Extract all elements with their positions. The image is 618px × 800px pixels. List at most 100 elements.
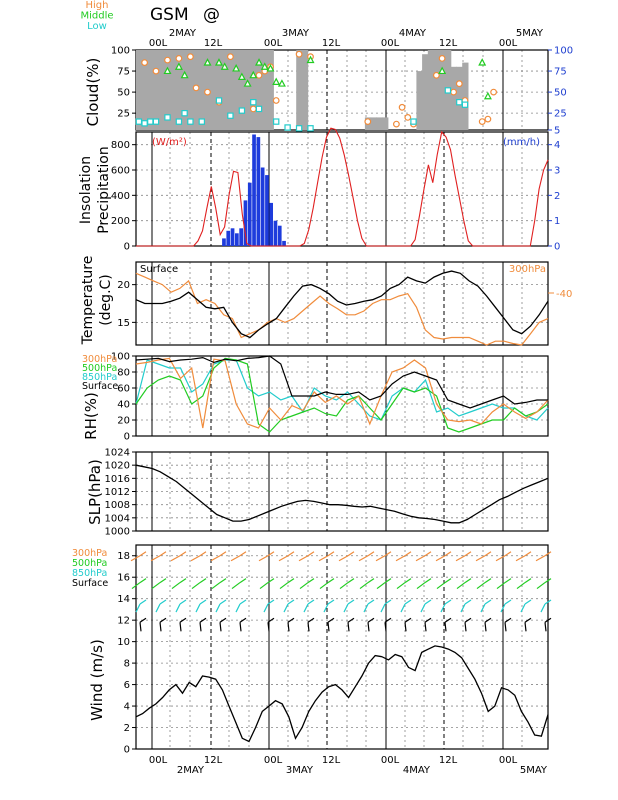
slp-ylabel: SLP(hPa) [86,459,104,525]
cloud-low-point [250,98,257,106]
cloud-high-point [295,50,303,58]
cloud-ytick-label: 75 [117,67,130,78]
wind-barb-850hpa-flag [444,599,452,605]
wind-barb-surface-flag [367,617,375,623]
wind-barb-850hpa [520,603,526,613]
insol-ytick-label: 400 [111,191,130,202]
cloud-total-bar [422,54,429,131]
wind-barb-500hpa-flag [404,578,412,584]
cloud-middle-point [249,70,258,79]
cloud-legend-middle: Middle [80,11,113,22]
temp-ytick-label: 15 [117,318,130,329]
cloud-low-point [141,120,148,127]
cloud-high-point [175,55,183,62]
wind-barb-500hpa [536,582,546,590]
cloud-total-bar [239,50,246,130]
wind-barb-850hpa [420,603,426,613]
wind-legend-item: 500hPa [72,558,107,569]
cloud-low-point [215,97,223,104]
top-date-label: 4MAY [399,28,427,39]
wind-barb-850hpa [135,603,141,613]
cloud-total-bar [416,71,423,130]
insolation-precipitation-panel: 0 200 400 600 800 0 1 2 3 4 (W/m²) (mm/h) Insolation… [78,127,560,253]
cloud-total-bar [210,50,217,130]
wind-ylabel: Wind (m/s) [88,639,106,721]
wind-barb-850hpa-flag [179,599,187,605]
wind-barb-500hpa-flag [484,578,492,584]
wind-barb-300hpa-flag [484,551,492,557]
cloud-high-point [186,53,194,61]
top-date-label: 2MAY [169,28,197,39]
wind-barb-surface-flag [287,617,295,623]
wind-barb-500hpa-flag [464,578,472,584]
wind-barb-850hpa [155,603,161,613]
slp-ytick-label: 1000 [105,527,130,538]
cloud-middle-point [272,77,281,86]
slp-ytick-label: 1012 [105,487,130,498]
precip-bar [247,182,252,246]
rh-850hpa-line [135,359,549,421]
wind-ytick-label: 4 [124,702,130,713]
wind-ytick-label: 2 [124,723,130,734]
precip-right-ytick-label: 4 [554,140,560,151]
cloud-low-point [152,118,160,125]
wind-barb-500hpa [376,582,386,590]
bottom-date-label: 3MAY [286,765,314,776]
cloud-low-point [147,118,154,125]
bottom-hour-label: 00L [381,755,400,766]
insolation-ylabel: Insolation [78,156,94,224]
wind-barb-300hpa [475,555,486,562]
model-symbol: @ [203,5,220,25]
wind-barb-300hpa-flag [367,551,375,557]
cloud-total-bar [370,117,377,130]
wind-barb-500hpa-flag [424,578,432,584]
wind-barb-500hpa-flag [267,578,275,584]
rh-surface-line [135,355,548,409]
wind-barb-850hpa-flag [524,599,532,605]
wind-barb-850hpa-flag [424,599,432,605]
wind-barb-850hpa-flag [347,599,355,605]
cloud-high-point [364,118,372,125]
cloud-high-point [192,84,200,92]
wind-barb-300hpa-flag [524,551,532,557]
wind-barb-surface-flag [544,617,552,623]
wind-barb-surface [384,622,387,632]
top-date-label: 5MAY [516,28,544,39]
rh-ytick-label: 80 [117,368,130,379]
cloud-middle-point [266,64,275,72]
wind-barb-surface [367,622,370,632]
precip-right-ytick-label: 1 [554,216,560,227]
insol-frame [135,131,549,247]
temp-legend-300hpa: 300hPa [509,264,546,275]
temp-300hpa-line [135,272,549,346]
wind-barb-surface [139,622,142,632]
wind-barb-surface-flag [219,617,227,623]
wind-barb-500hpa [476,582,486,590]
wind-barb-850hpa [235,603,241,613]
wind-barb-300hpa [170,555,181,562]
precip-bar [260,167,265,246]
bottom-hour-label: 00L [264,755,283,766]
insol-ytick-label: 200 [111,216,130,227]
wind-barb-500hpa-flag [327,578,335,584]
slp-ytick-label: 1016 [105,474,130,485]
temp-ytick-label: 20 [117,280,130,291]
insolation-unit: (W/m²) [152,137,187,148]
wind-frame [135,544,549,750]
rh-500hpa-line [135,357,549,433]
wind-barb-300hpa-flag [424,551,432,557]
wind-barb-300hpa [338,555,349,562]
wind-barb-500hpa [339,582,349,590]
precip-bar [256,137,261,246]
wind-barb-surface [327,622,330,632]
cloud-middle-point [243,79,252,87]
wind-barb-500hpa-flag [504,578,512,584]
precip-bar [226,230,231,246]
bottom-hour-label: 12L [322,755,341,766]
cloud-total-bar [433,50,440,130]
slp-ytick-label: 1020 [105,461,130,472]
cloud-total-bar [462,62,469,130]
wind-barb-surface [159,622,162,632]
